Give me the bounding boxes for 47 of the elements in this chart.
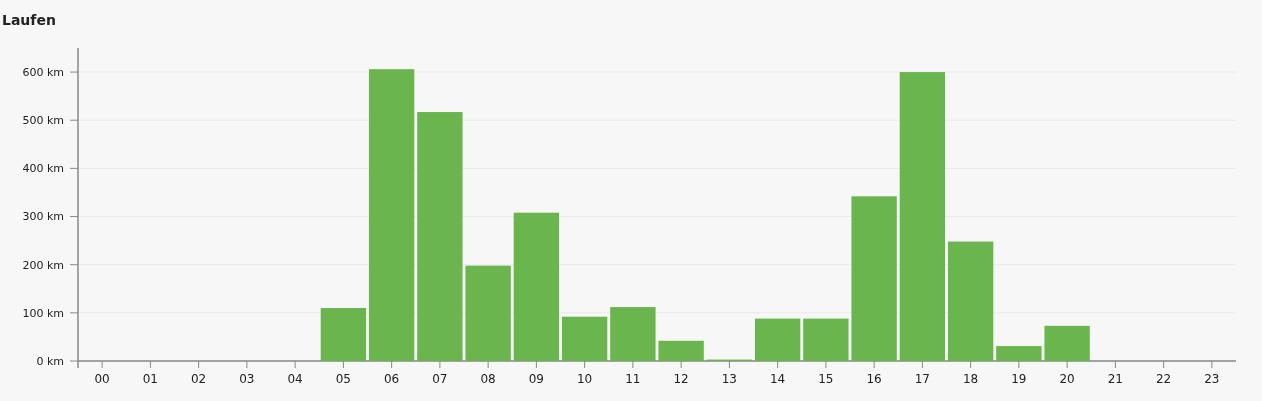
x-tick-label: 21: [1107, 372, 1124, 386]
y-tick-label: 600 km: [22, 65, 64, 79]
bar: [368, 69, 415, 361]
x-tick-label: 07: [432, 372, 448, 386]
chart-title: Laufen: [2, 12, 56, 28]
bar: [899, 72, 946, 361]
x-tick-label: 11: [625, 372, 641, 386]
x-tick-label: 14: [769, 372, 786, 386]
bar: [947, 241, 994, 361]
x-tick-label: 08: [480, 372, 496, 386]
x-tick-label: 10: [576, 372, 593, 386]
bar: [1044, 325, 1090, 361]
y-tick-label: 200 km: [22, 258, 64, 272]
y-tick-label: 100 km: [22, 306, 64, 320]
y-tick-label: 300 km: [22, 210, 64, 224]
x-tick-label: 16: [866, 372, 882, 386]
x-tick-label: 12: [673, 372, 689, 386]
x-tick-label: 20: [1059, 372, 1075, 386]
x-tick-label: 18: [962, 372, 979, 386]
bar: [417, 112, 463, 361]
y-tick-label: 500 km: [22, 114, 64, 128]
x-tick-label: 06: [383, 372, 400, 386]
bar: [465, 265, 511, 361]
x-tick-label: 09: [528, 372, 545, 386]
x-tick-label: 02: [190, 372, 207, 386]
x-tick-label: 04: [287, 372, 303, 386]
x-tick-label: 23: [1204, 372, 1220, 386]
bar: [754, 318, 801, 361]
x-tick-label: 01: [142, 372, 159, 386]
bar: [996, 346, 1042, 361]
bar: [851, 196, 897, 361]
x-tick-label: 05: [335, 372, 352, 386]
y-tick-label: 400 km: [22, 162, 64, 176]
bar: [803, 318, 849, 361]
bar: [561, 316, 608, 361]
x-tick-label: 00: [94, 372, 110, 386]
x-tick-label: 22: [1155, 372, 1172, 386]
bar: [320, 308, 367, 361]
y-tick-label: 0 km: [36, 354, 64, 368]
bar: [610, 307, 656, 361]
x-tick-label: 03: [239, 372, 255, 386]
x-tick-label: 15: [818, 372, 834, 386]
bar: [513, 212, 560, 361]
x-tick-label: 17: [914, 372, 931, 386]
x-tick-label: 13: [721, 372, 738, 386]
x-tick-label: 19: [1011, 372, 1027, 386]
bar: [658, 340, 704, 361]
